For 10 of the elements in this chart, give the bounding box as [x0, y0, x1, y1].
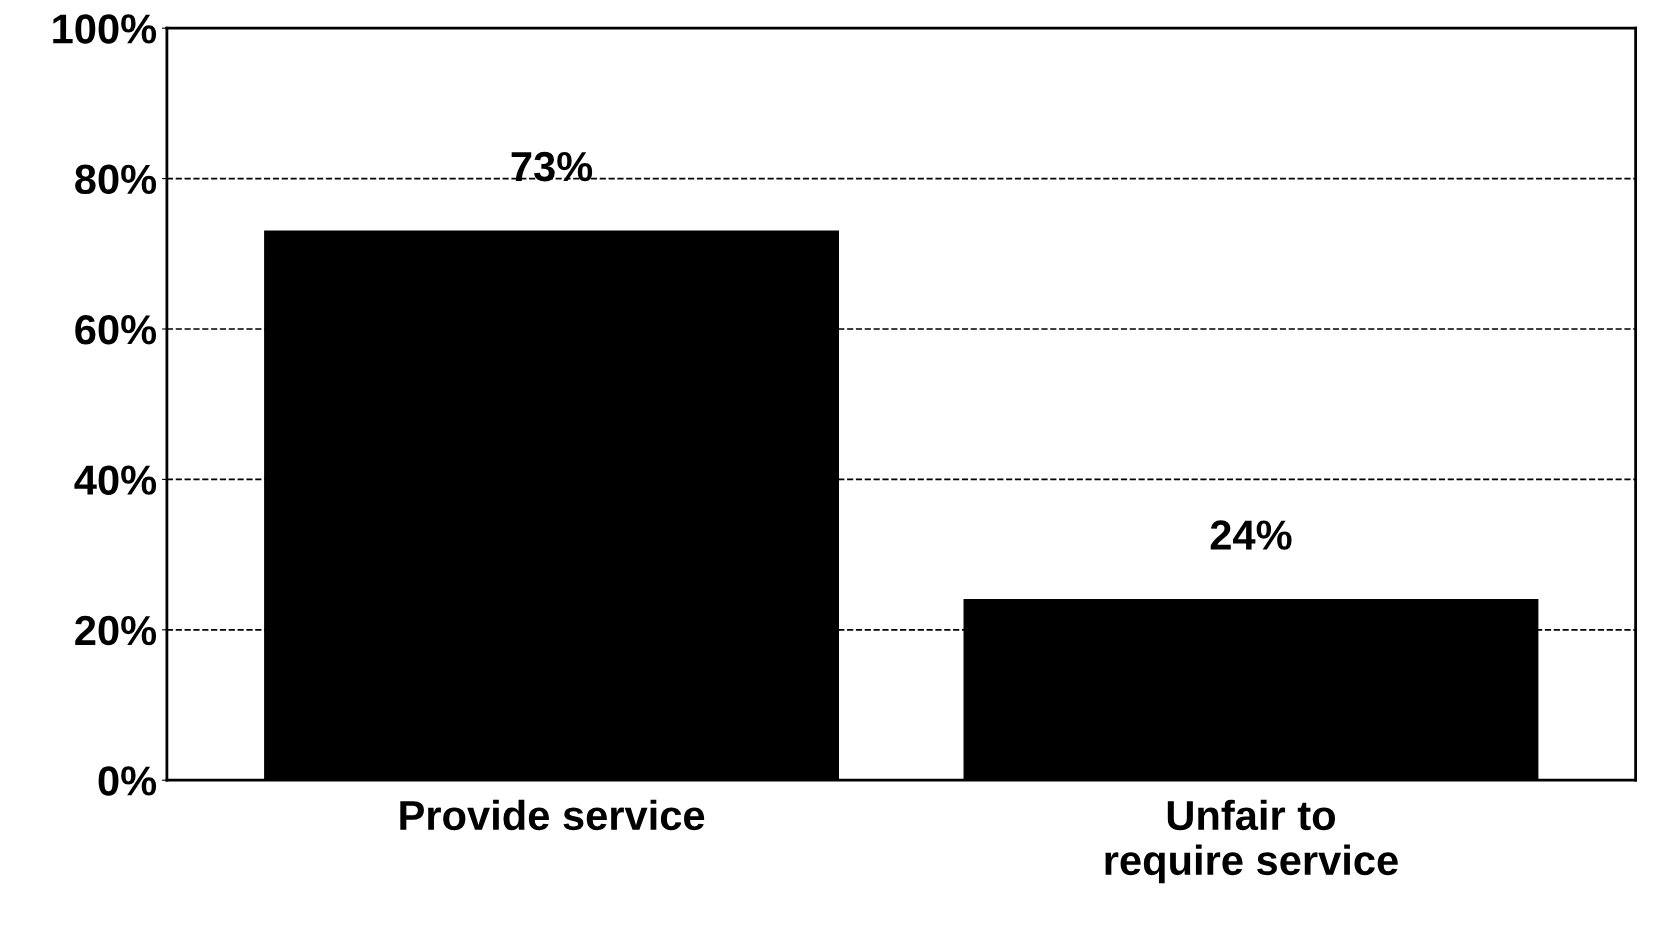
data-label: 73% — [511, 151, 593, 182]
y-tick-label: 0% — [98, 766, 157, 796]
y-tick-label: 80% — [75, 164, 157, 195]
y-tick-label: 100% — [53, 14, 157, 44]
y-tick-label: 60% — [75, 315, 157, 345]
y-tick-label: 40% — [74, 465, 157, 495]
x-tick-label: Provide service — [400, 799, 705, 831]
x-tick-label: Unfair to require service — [1105, 799, 1398, 884]
data-label: 24% — [1210, 520, 1292, 550]
y-tick-label: 20% — [75, 615, 157, 646]
